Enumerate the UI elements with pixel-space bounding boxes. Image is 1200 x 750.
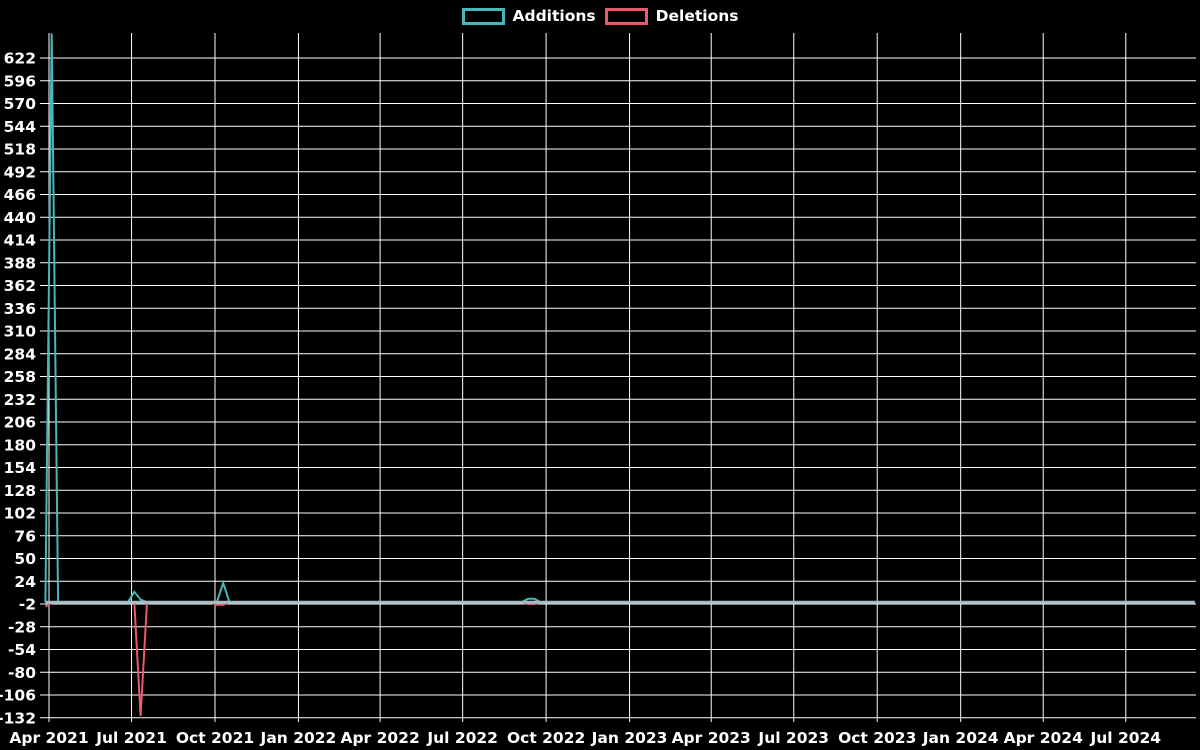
- additions-legend-label: Additions: [512, 7, 596, 25]
- y-tick-label: 518: [4, 141, 36, 159]
- y-tick-label: -80: [8, 664, 36, 682]
- deletions-swatch-icon: [604, 7, 648, 25]
- y-tick-label: 128: [4, 482, 36, 500]
- y-tick-label: -132: [0, 709, 36, 727]
- x-tick-label: Jan 2024: [922, 729, 999, 747]
- x-tick-label: Jul 2023: [757, 729, 829, 747]
- x-tick-label: Jan 2023: [591, 729, 668, 747]
- x-tick-label: Oct 2021: [176, 729, 254, 747]
- y-tick-label: 596: [4, 72, 36, 90]
- y-tick-label: 180: [4, 436, 37, 454]
- x-tick-label: Oct 2023: [838, 729, 916, 747]
- y-tick-label: 50: [14, 550, 36, 568]
- y-tick-label: 24: [14, 573, 36, 591]
- legend-item-deletions: Deletions: [604, 6, 739, 26]
- x-tick-label: Oct 2022: [507, 729, 585, 747]
- y-tick-label: 206: [4, 414, 36, 432]
- y-tick-label: 232: [4, 391, 36, 409]
- x-tick-label: Jul 2021: [95, 729, 167, 747]
- x-tick-label: Jan 2022: [260, 729, 337, 747]
- y-tick-label: 388: [4, 254, 36, 272]
- y-tick-label: -28: [8, 618, 36, 636]
- deletions-line: [44, 601, 1195, 717]
- y-tick-label: 622: [4, 50, 36, 68]
- y-tick-label: -54: [8, 641, 36, 659]
- additions-line: [44, 33, 1195, 604]
- y-tick-label: 414: [4, 232, 37, 250]
- y-tick-label: 544: [4, 118, 37, 136]
- y-tick-label: 440: [4, 209, 37, 227]
- y-tick-label: 102: [4, 505, 36, 523]
- x-tick-label: Jul 2024: [1089, 729, 1161, 747]
- y-tick-label: -2: [19, 596, 36, 614]
- y-tick-label: 336: [4, 300, 36, 318]
- additions-swatch-icon: [461, 7, 505, 25]
- y-tick-label: -106: [0, 687, 36, 705]
- x-tick-label: Apr 2021: [9, 729, 88, 747]
- x-tick-label: Jul 2022: [426, 729, 498, 747]
- y-tick-label: 310: [4, 323, 37, 341]
- y-tick-label: 258: [4, 368, 36, 386]
- deletions-legend-label: Deletions: [655, 7, 739, 25]
- legend-item-additions: Additions: [461, 6, 596, 26]
- x-tick-label: Apr 2023: [672, 729, 751, 747]
- legend: Additions Deletions: [0, 6, 1200, 26]
- y-tick-label: 284: [4, 345, 37, 363]
- y-tick-label: 154: [4, 459, 37, 477]
- x-tick-label: Apr 2022: [340, 729, 419, 747]
- x-tick-label: Apr 2024: [1004, 729, 1083, 747]
- y-tick-label: 466: [4, 186, 36, 204]
- y-tick-label: 362: [4, 277, 36, 295]
- y-tick-label: 492: [4, 163, 36, 181]
- y-tick-label: 570: [4, 95, 37, 113]
- y-tick-label: 76: [14, 527, 36, 545]
